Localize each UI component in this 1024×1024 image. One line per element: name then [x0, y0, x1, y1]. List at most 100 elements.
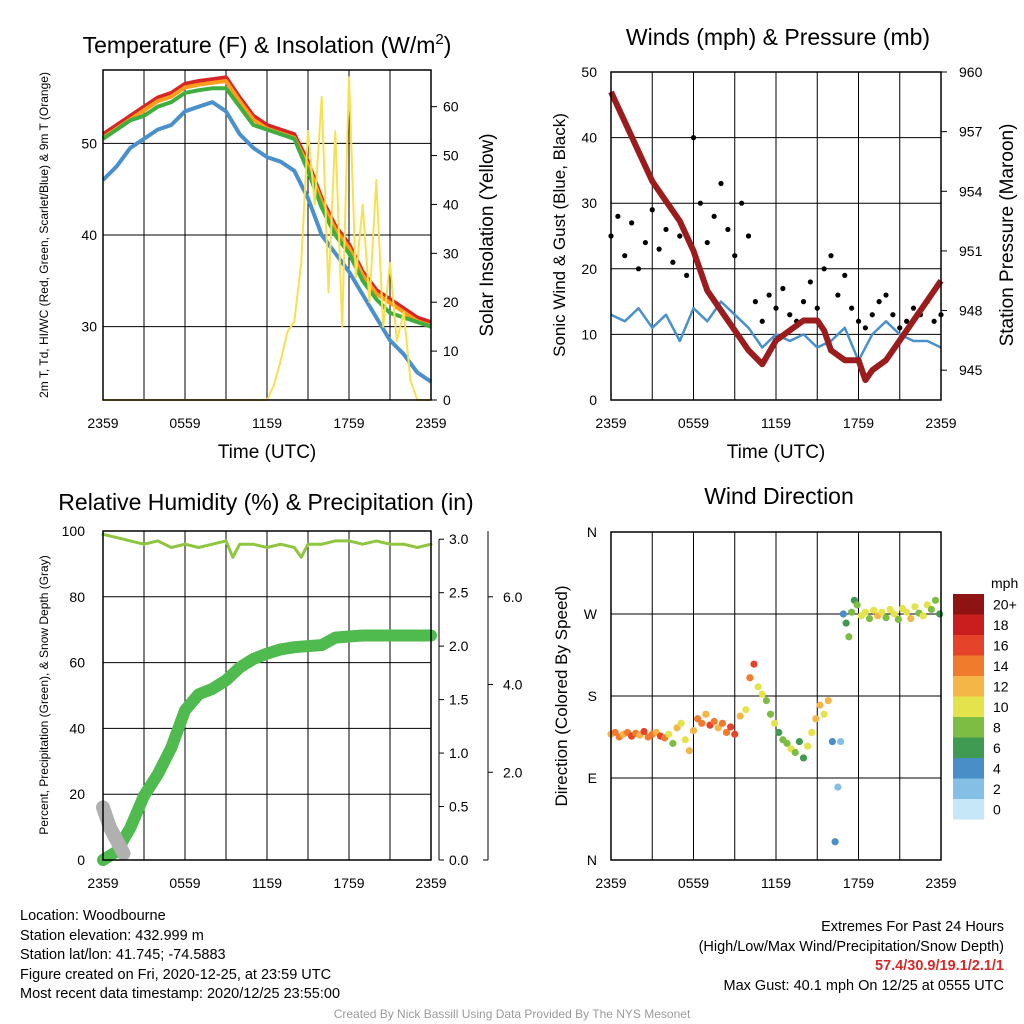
direction-point [865, 614, 874, 623]
gust-point [739, 200, 745, 206]
direction-point [931, 596, 940, 604]
x-tick-label: 2359 [415, 875, 446, 891]
direction-point [775, 728, 783, 737]
gust-point [629, 220, 635, 226]
colorbar-title: mph [991, 575, 1018, 591]
latlon-text: Station lat/lon: 41.745; -74.5883 [20, 947, 226, 963]
direction-point [681, 736, 689, 744]
gust-point [670, 259, 676, 265]
x-tick-label: 1159 [761, 875, 791, 891]
direction-point [611, 728, 619, 737]
direction-point [758, 690, 766, 698]
chart-title: Relative Humidity (%) & Precipitation (i… [58, 489, 473, 515]
panel-3: 2359 0559 1159 1759 23590204060801000.00.51.… [37, 489, 523, 891]
colorbar: mph 0 2 4 6 8 10 12 14 16 18 20+ [953, 575, 1018, 820]
series-line [97, 629, 437, 866]
y2-axis-label: Station Pressure (Maroon) [997, 124, 1018, 347]
gust-point [684, 272, 690, 278]
colorbar-label: 0 [993, 801, 1001, 817]
direction-point [882, 614, 890, 622]
colorbar-swatch [953, 655, 984, 676]
direction-point [673, 724, 681, 732]
gust-point [814, 305, 820, 311]
direction-point [791, 748, 799, 757]
x-tick-label: 0559 [169, 875, 200, 891]
colorbar-swatch [953, 778, 984, 799]
y-tick-label: 0 [589, 392, 597, 408]
chart-title: Winds (mph) & Pressure (mb) [626, 24, 930, 50]
gust-point [787, 312, 793, 318]
y-tick-label: 100 [62, 523, 86, 539]
gust-point [745, 233, 752, 239]
colorbar-label: 10 [993, 699, 1009, 715]
y-tick-label: 30 [81, 319, 97, 335]
colorbar-swatch [953, 737, 984, 758]
direction-point [771, 719, 779, 727]
colorbar-swatch [953, 614, 984, 635]
colorbar-swatch [953, 799, 984, 820]
gust-point [807, 279, 813, 285]
y2-tick-label: 948 [959, 303, 983, 319]
direction-point [861, 608, 869, 616]
gust-point [835, 292, 841, 298]
series-line [96, 800, 131, 861]
direction-point [702, 710, 710, 718]
y2-tick-label: 40 [443, 196, 459, 212]
colorbar-swatch [953, 594, 984, 615]
y2-tick-label: 30 [443, 245, 459, 261]
y-tick-label: E [588, 770, 597, 786]
direction-point [870, 606, 878, 614]
gust-point [773, 305, 779, 311]
colorbar-label: 12 [993, 678, 1009, 694]
direction-point [923, 601, 931, 609]
gust-point [766, 292, 772, 298]
gust-point [711, 213, 717, 219]
gust-point [663, 226, 669, 233]
snow-tick-label: 6.0 [503, 589, 523, 605]
gust-point [690, 135, 697, 141]
plot-frame [102, 530, 432, 861]
y-tick-label: N [587, 852, 597, 868]
gust-point [704, 239, 710, 246]
x-tick-label: 1159 [252, 415, 282, 431]
gust-point [725, 226, 731, 233]
series-line [103, 76, 431, 401]
y-axis-label: 2m T, Td, HI/WC (Red, Green, Scarlet/Blu… [37, 72, 51, 398]
series-line [608, 90, 944, 384]
precip-tick-label: 1.5 [449, 692, 469, 708]
y2-axis-label: Solar Insolation (Yellow) [477, 133, 498, 336]
plot-frame [102, 69, 432, 401]
direction-point [848, 608, 856, 616]
direction-point [839, 610, 847, 618]
gust-point [842, 272, 848, 278]
gust-point [649, 207, 655, 213]
credit-text: Created By Nick Bassill Using Data Provi… [333, 1007, 691, 1021]
gust-point [849, 305, 855, 311]
gust-point [759, 318, 765, 324]
series-line [101, 532, 433, 559]
x-tick-label: 2359 [595, 875, 626, 891]
direction-point [831, 838, 839, 846]
gust-point [732, 253, 738, 259]
y-tick-label: N [587, 524, 597, 540]
direction-point [731, 730, 739, 738]
gust-point [821, 266, 827, 272]
extremes-info: Extremes For Past 24 Hours (High/Low/Max… [699, 918, 1004, 996]
direction-point [845, 633, 853, 641]
y-tick-label: 40 [581, 130, 597, 146]
x-tick-label: 2359 [87, 415, 118, 431]
direction-point [754, 683, 762, 691]
direction-point [714, 724, 722, 732]
y2-tick-label: 957 [959, 124, 983, 140]
direction-point [919, 612, 927, 620]
station-info: Location: Woodbourne Station elevation: … [20, 907, 340, 1005]
colorbar-label: 8 [993, 719, 1001, 735]
gust-point [862, 325, 868, 331]
y-tick-label: 20 [69, 786, 85, 802]
x-tick-label: 2359 [925, 875, 956, 891]
direction-point [903, 608, 911, 616]
snow-tick-label: 4.0 [503, 677, 523, 693]
gust-point [752, 299, 758, 305]
gust-point [780, 285, 786, 292]
y2-tick-label: 10 [443, 343, 459, 359]
